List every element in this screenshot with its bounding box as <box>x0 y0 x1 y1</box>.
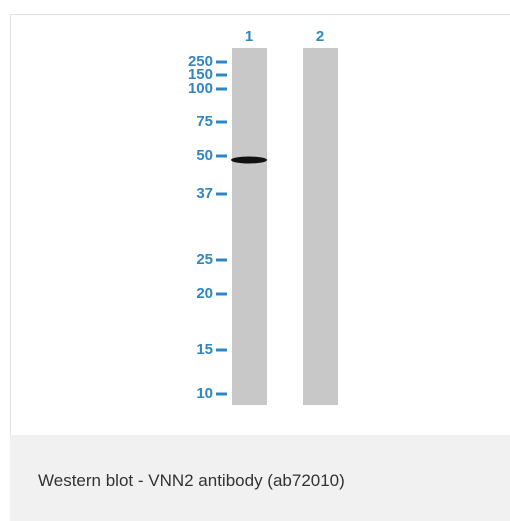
marker-dash <box>216 393 227 396</box>
page: 1 2 25015010075503725201510 Western blot… <box>0 0 510 521</box>
marker-label: 37 <box>196 185 213 202</box>
marker-label: 50 <box>196 147 213 164</box>
marker-dash <box>216 193 227 196</box>
marker-label: 75 <box>196 113 213 130</box>
lane-label: 2 <box>316 28 324 45</box>
marker-label: 20 <box>196 285 213 302</box>
marker-dash <box>216 88 227 91</box>
caption: Western blot - VNN2 antibody (ab72010) <box>38 471 345 491</box>
lane <box>303 48 338 405</box>
marker-label: 25 <box>196 251 213 268</box>
lane <box>232 48 267 405</box>
marker-dash <box>216 155 227 158</box>
marker-dash <box>216 61 227 64</box>
marker-label: 10 <box>196 385 213 402</box>
marker-dash <box>216 293 227 296</box>
marker-dash <box>216 121 227 124</box>
band <box>231 157 267 164</box>
marker-dash <box>216 349 227 352</box>
caption-box: Western blot - VNN2 antibody (ab72010) <box>10 435 510 521</box>
marker-label: 15 <box>196 341 213 358</box>
marker-label: 100 <box>188 80 213 97</box>
marker-dash <box>216 74 227 77</box>
marker-dash <box>216 259 227 262</box>
lane-label: 1 <box>245 28 253 45</box>
